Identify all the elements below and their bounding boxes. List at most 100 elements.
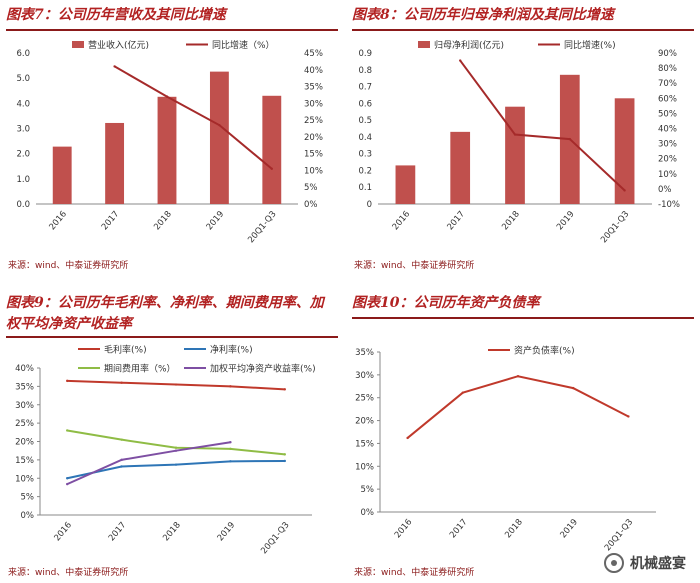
series-point xyxy=(113,65,116,68)
y-tick-label: 5% xyxy=(361,485,375,495)
series-point xyxy=(406,436,409,440)
title-rule xyxy=(352,317,694,319)
panel-debt-ratio: 图表10：公司历年资产负债率 0% 5% 10% 15% 20% 25% 30% 35% 201… xyxy=(352,292,694,582)
y-tick-label: 35% xyxy=(15,382,34,392)
bar xyxy=(395,165,416,204)
x-tick-label: 20Q1-Q3 xyxy=(603,517,635,553)
y-tick-label: 35% xyxy=(304,83,323,93)
wechat-channel-icon xyxy=(604,553,624,573)
source-note: 来源：wind、中泰证券研究所 xyxy=(8,568,129,578)
series-point xyxy=(572,386,575,390)
y-tick-label: 0.1 xyxy=(358,183,372,193)
series-point xyxy=(229,385,232,388)
watermark-text: 机械盛宴 xyxy=(630,556,686,572)
panel-net-profit: 图表8：公司历年归母净利润及其同比增速 0 0.1 0.2 0.3 0.4 0.5 0.6 0… xyxy=(352,4,694,274)
y-tick-label: 15% xyxy=(304,150,323,160)
y-tick-label: 30% xyxy=(304,99,323,109)
y-tick-label: 40% xyxy=(15,364,34,374)
panel-title: 图表10：公司历年资产负债率 xyxy=(352,295,540,311)
panel-margins: 图表9：公司历年毛利率、净利率、期间费用率、加 权平均净资产收益率 0% 5% 10… xyxy=(6,292,338,582)
series-point xyxy=(66,482,69,486)
y-tick-label: 30% xyxy=(355,371,374,381)
bar xyxy=(105,122,125,204)
x-tick-label: 2016 xyxy=(52,520,74,543)
y-tick-label: 2.0 xyxy=(16,150,30,160)
series-point xyxy=(283,453,286,456)
series-point xyxy=(165,95,169,98)
margins-chart: 0% 5% 10% 15% 20% 25% 30% 35% 40% 2016 2017 2018 201… xyxy=(15,344,316,557)
y-tick-label: 60% xyxy=(658,94,677,104)
bar xyxy=(505,106,525,204)
bar xyxy=(157,96,177,204)
y-tick-label: 20% xyxy=(658,155,677,165)
x-tick-label: 2017 xyxy=(448,517,470,540)
series-point xyxy=(459,59,462,62)
x-tick-label: 2018 xyxy=(503,517,525,540)
series-point xyxy=(270,167,273,170)
legend-label: 期间费用率（%） xyxy=(104,363,176,375)
y-tick-label: 80% xyxy=(658,64,677,74)
series-point xyxy=(568,137,571,141)
legend-label: 净利率(%) xyxy=(210,344,253,356)
y-tick-label: 10% xyxy=(304,166,323,176)
x-tick-label: 2018 xyxy=(500,209,522,232)
x-tick-label: 20Q1-Q3 xyxy=(599,209,631,245)
title-rule xyxy=(352,29,694,31)
y-tick-label: 50% xyxy=(658,109,677,119)
x-tick-label: 2019 xyxy=(216,520,238,543)
title-rule xyxy=(6,29,338,31)
series-point xyxy=(513,133,517,136)
net-profit-chart: 0 0.1 0.2 0.3 0.4 0.5 0.6 0.7 0.8 0.9 -10% 0% 10% 20%… xyxy=(358,39,680,245)
x-tick-label: 20Q1-Q3 xyxy=(246,209,278,245)
y-tick-label: 0.3 xyxy=(358,150,372,160)
legend-label: 加权平均净资产收益率(%) xyxy=(210,363,316,375)
legend-label: 营业收入(亿元) xyxy=(88,39,149,51)
source-note: 来源：wind、中泰证券研究所 xyxy=(354,261,475,271)
x-tick-label: 2019 xyxy=(558,517,580,540)
title-rule xyxy=(6,336,338,338)
series-point xyxy=(66,477,69,480)
y-tick-label: 10% xyxy=(658,170,677,180)
y-tick-label: 5% xyxy=(21,493,35,503)
y-tick-label: 1.0 xyxy=(16,175,30,185)
panel-revenue: 图表7：公司历年营收及其同比增速 0.0 1.0 2.0 3.0 4.0 5.0 6.0 0%… xyxy=(6,4,338,274)
y-tick-label: 0% xyxy=(21,511,35,521)
y-tick-label: 0.9 xyxy=(358,49,372,59)
y-tick-label: 15% xyxy=(355,439,374,449)
y-tick-label: 10% xyxy=(15,474,34,484)
y-tick-label: 0.5 xyxy=(358,116,372,126)
y-tick-label: -10% xyxy=(658,200,680,210)
x-tick-label: 2016 xyxy=(47,209,69,232)
y-tick-label: 0.4 xyxy=(358,133,372,143)
x-tick-label: 2018 xyxy=(161,520,183,543)
panel-title: 图表7：公司历年营收及其同比增速 xyxy=(6,7,226,23)
y-tick-label: 70% xyxy=(658,79,677,89)
bar xyxy=(52,146,72,204)
y-tick-label: 6.0 xyxy=(16,49,30,59)
y-tick-label: 20% xyxy=(304,133,323,143)
y-tick-label: 0.6 xyxy=(358,99,372,109)
bar xyxy=(209,71,229,204)
series-point xyxy=(120,458,123,462)
y-tick-label: 0% xyxy=(658,185,672,195)
series-point xyxy=(66,429,69,432)
y-tick-label: 0.2 xyxy=(358,166,372,176)
series-point xyxy=(461,391,464,394)
y-tick-label: 40% xyxy=(658,125,677,135)
series-point xyxy=(516,375,520,378)
panel-title: 图表9：公司历年毛利率、净利率、期间费用率、加 xyxy=(6,295,324,311)
y-tick-label: 30% xyxy=(658,140,677,150)
y-tick-label: 4.0 xyxy=(16,99,30,109)
bar xyxy=(262,95,282,204)
y-tick-label: 10% xyxy=(355,462,374,472)
series-point xyxy=(174,463,178,466)
series-point xyxy=(627,415,630,418)
x-tick-label: 2019 xyxy=(555,209,577,232)
y-tick-label: 0.7 xyxy=(358,83,372,93)
series-point xyxy=(229,447,232,451)
source-note: 来源：wind、中泰证券研究所 xyxy=(8,261,129,271)
x-tick-label: 20Q1-Q3 xyxy=(259,520,291,556)
y-tick-label: 40% xyxy=(304,66,323,76)
y-tick-label: 0 xyxy=(367,200,372,210)
series-point xyxy=(283,459,286,463)
